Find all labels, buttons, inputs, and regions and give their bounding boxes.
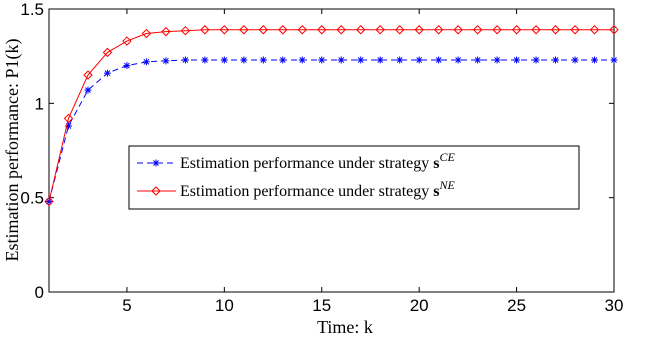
series-line xyxy=(48,59,614,202)
asterisk-marker xyxy=(591,56,599,64)
asterisk-marker xyxy=(610,56,618,64)
diamond-marker xyxy=(161,26,171,37)
asterisk-marker xyxy=(152,159,160,167)
asterisk-marker xyxy=(474,56,482,64)
diamond-marker xyxy=(570,25,580,35)
diamond-marker xyxy=(356,25,366,35)
asterisk-marker xyxy=(103,69,111,77)
diamond-marker xyxy=(63,113,74,124)
diamond-marker xyxy=(141,28,152,39)
asterisk-marker xyxy=(435,56,443,64)
x-tick-label: 15 xyxy=(312,296,331,315)
asterisk-marker xyxy=(532,56,540,64)
diamond-marker xyxy=(83,70,93,80)
diamond-marker xyxy=(219,25,230,35)
diamond-marker xyxy=(550,25,561,35)
asterisk-marker xyxy=(415,56,423,64)
diamond-marker xyxy=(453,25,463,35)
diamond-marker xyxy=(531,25,541,35)
legend-box xyxy=(128,145,580,210)
asterisk-marker xyxy=(337,56,345,64)
diamond-marker xyxy=(394,25,405,35)
legend-item: Estimation performance under strategy sN… xyxy=(137,178,455,200)
asterisk-marker xyxy=(142,58,150,66)
diamond-marker xyxy=(433,25,444,35)
asterisk-marker xyxy=(201,56,209,64)
asterisk-marker xyxy=(513,56,521,64)
x-axis-label: Time: k xyxy=(317,317,373,337)
y-tick-label: 1.5 xyxy=(20,0,44,19)
asterisk-marker xyxy=(571,56,579,64)
x-tick-label: 30 xyxy=(605,296,624,315)
diamond-marker xyxy=(239,25,249,35)
diamond-marker xyxy=(200,25,210,35)
diamond-marker xyxy=(297,25,307,35)
y-tick-label: 0 xyxy=(35,283,44,302)
diamond-marker xyxy=(317,25,327,35)
asterisk-marker xyxy=(318,56,326,64)
asterisk-marker xyxy=(84,86,92,94)
asterisk-marker xyxy=(162,57,170,65)
asterisk-marker xyxy=(298,56,306,64)
diamond-marker xyxy=(492,25,502,35)
asterisk-marker xyxy=(357,56,365,64)
series-layer xyxy=(44,25,619,207)
asterisk-marker xyxy=(493,56,501,64)
diamond-marker xyxy=(180,25,191,36)
x-tick-label: 20 xyxy=(410,296,429,315)
diamond-marker xyxy=(102,47,113,58)
asterisk-marker xyxy=(123,62,131,70)
diamond-marker xyxy=(278,25,288,35)
diamond-marker xyxy=(511,25,522,35)
y-axis-label: Estimation performance: P1(k) xyxy=(2,39,23,262)
series-ne xyxy=(44,25,619,207)
asterisk-marker xyxy=(279,56,287,64)
legend: Estimation performance under strategy sC… xyxy=(128,145,580,210)
asterisk-marker xyxy=(181,56,189,64)
diamond-marker xyxy=(336,25,346,35)
diamond-marker xyxy=(472,25,483,35)
y-tick-label: 1 xyxy=(35,94,44,113)
diamond-marker xyxy=(609,25,619,35)
diamond-marker xyxy=(122,36,132,46)
axis-ticks: 5 10 15 20 25 30 0 0.5 1 1.5 xyxy=(20,0,623,315)
asterisk-marker xyxy=(396,56,404,64)
asterisk-marker xyxy=(220,56,228,64)
diamond-marker xyxy=(375,25,385,35)
x-tick-label: 10 xyxy=(215,296,234,315)
legend-label: Estimation performance under strategy sN… xyxy=(180,178,455,200)
diamond-marker xyxy=(589,25,600,35)
x-tick-label: 5 xyxy=(122,296,131,315)
asterisk-marker xyxy=(259,56,267,64)
asterisk-marker xyxy=(240,56,248,64)
series-ce xyxy=(45,56,618,205)
asterisk-marker xyxy=(552,56,560,64)
diamond-marker xyxy=(44,196,54,207)
legend-label: Estimation performance under strategy sC… xyxy=(180,150,455,172)
diamond-marker xyxy=(151,186,161,196)
legend-item: Estimation performance under strategy sC… xyxy=(137,150,455,172)
diamond-marker xyxy=(414,25,424,35)
diamond-marker xyxy=(258,25,269,35)
asterisk-marker xyxy=(454,56,462,64)
y-tick-label: 0.5 xyxy=(20,189,44,208)
asterisk-marker xyxy=(376,56,384,64)
x-tick-label: 25 xyxy=(507,296,526,315)
